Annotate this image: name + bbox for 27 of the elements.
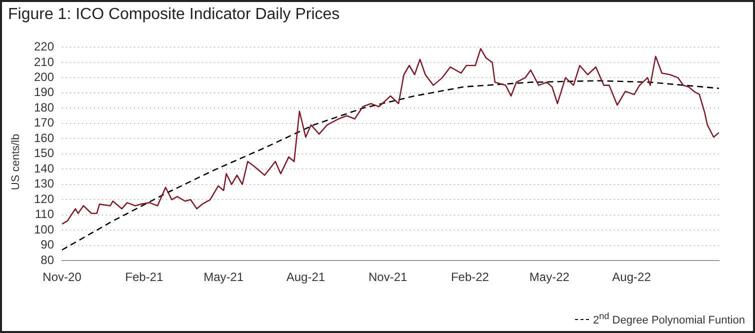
y-tick-label: 110: [34, 207, 54, 222]
y-tick-label: 140: [34, 161, 54, 176]
x-tick-label: May-22: [529, 270, 570, 284]
y-tick-label: 160: [34, 130, 54, 145]
line-series: [62, 80, 719, 251]
y-tick-label: 180: [34, 100, 54, 114]
y-tick-label: 80: [40, 252, 54, 267]
x-tick-label: Feb-22: [450, 270, 490, 284]
y-tick-label: 220: [34, 40, 54, 54]
y-tick-label: 170: [34, 116, 54, 130]
y-tick-label: 210: [34, 54, 54, 69]
x-tick-label: Nov-21: [368, 270, 408, 284]
y-tick-label: 130: [34, 176, 54, 191]
y-tick-label: 190: [34, 85, 54, 100]
y-tick-label: 120: [34, 192, 54, 206]
y-tick-label: 150: [34, 146, 54, 160]
y-tick-label: 100: [34, 222, 54, 236]
x-tick-label: Aug-21: [286, 270, 326, 284]
x-tick-label: Nov-20: [42, 270, 82, 284]
x-tick-label: May-21: [204, 270, 244, 284]
y-tick-label: 90: [40, 238, 54, 252]
y-tick-label: 200: [34, 70, 54, 84]
y-axis-title: US cents/lb: [10, 134, 22, 190]
x-tick-label: Aug-22: [612, 270, 652, 284]
x-tick-label: Feb-21: [125, 270, 164, 284]
legend-label: 2$^{nd}$ Degree Polynomial Funtion: [592, 311, 745, 327]
chart-title: Figure 1: ICO Composite Indicator Daily Prices: [8, 6, 340, 24]
